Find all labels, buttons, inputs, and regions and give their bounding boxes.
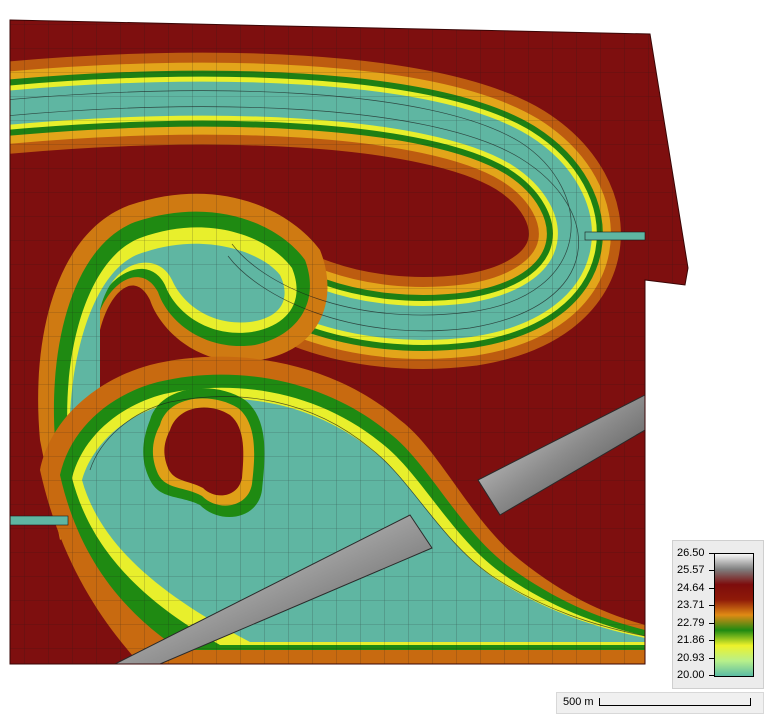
legend-label: 26.50 — [677, 547, 705, 559]
legend-label: 21.86 — [677, 634, 705, 647]
legend-tick — [709, 605, 714, 607]
domain-outline — [9, 19, 689, 665]
elevation-legend: 26.50 25.57 24.64 23.71 22.79 21.86 20.93 20.00 — [672, 540, 764, 689]
legend-tick — [709, 640, 714, 642]
right-inlet — [584, 231, 646, 241]
scale-bar: 500 m — [556, 692, 764, 714]
legend-label: 25.57 — [677, 564, 705, 577]
legend-tick — [709, 587, 714, 589]
lower-ridge — [114, 514, 433, 664]
legend-color-ramp — [714, 553, 754, 677]
legend-tick — [709, 553, 714, 554]
scale-bar-line — [599, 698, 751, 706]
scale-bar-label: 500 m — [563, 696, 594, 708]
left-inlet — [10, 515, 69, 526]
legend-label: 23.71 — [677, 599, 705, 612]
legend-label: 20.93 — [677, 651, 705, 664]
legend-label: 24.64 — [677, 581, 705, 594]
terrain-domain — [10, 20, 688, 664]
legend-tick — [709, 570, 714, 572]
channel-mesh — [10, 90, 646, 637]
legend-tick — [709, 675, 714, 676]
legend-tick — [709, 622, 714, 624]
legend-tick — [709, 657, 714, 659]
legend-label: 22.79 — [677, 616, 705, 629]
legend-label: 20.00 — [677, 669, 705, 681]
